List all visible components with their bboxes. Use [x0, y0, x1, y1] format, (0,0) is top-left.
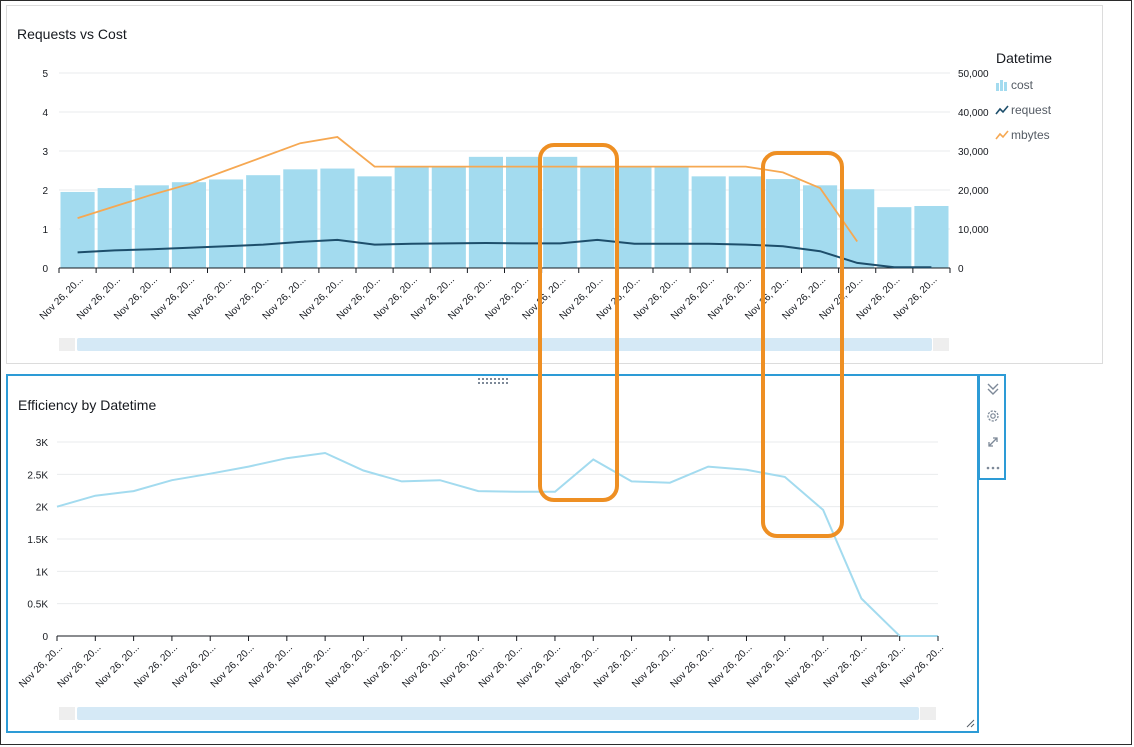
y-tick-label: 3 — [42, 147, 48, 158]
bar — [357, 176, 392, 268]
bar — [506, 156, 541, 268]
y-tick-label: 2 — [42, 186, 48, 197]
bar — [840, 189, 875, 268]
legend-item-cost[interactable]: cost — [996, 78, 1052, 92]
bar — [171, 182, 206, 268]
bar — [320, 168, 355, 268]
bar — [209, 179, 244, 268]
drag-handle-icon[interactable] — [478, 378, 508, 384]
legend-label: request — [1011, 103, 1052, 117]
y2-tick-label: 20,000 — [958, 186, 989, 197]
scroll-left-cap[interactable] — [59, 338, 75, 351]
bar — [246, 175, 281, 268]
expand-arrows-icon[interactable] — [985, 434, 1001, 450]
y2-tick-label: 50,000 — [958, 69, 989, 80]
y-tick-label: 1K — [36, 567, 49, 578]
y-tick-label: 1.5K — [27, 535, 48, 546]
legend-label: cost — [1011, 78, 1034, 92]
bar-series-icon — [996, 80, 1007, 91]
ellipsis-icon[interactable] — [985, 460, 1001, 476]
legend-item-request[interactable]: request — [995, 103, 1052, 117]
legend-title: Datetime — [996, 50, 1053, 66]
bar — [617, 166, 652, 268]
y2-tick-label: 10,000 — [958, 225, 989, 236]
bar — [394, 166, 429, 268]
y-tick-label: 4 — [42, 108, 48, 119]
y-tick-label: 2K — [36, 503, 49, 514]
scroll-right-cap[interactable] — [920, 707, 936, 720]
y-tick-label: 1 — [42, 225, 48, 236]
panel-title: Requests vs Cost — [17, 26, 127, 42]
y-tick-label: 0 — [42, 264, 48, 275]
y-tick-label: 3K — [36, 438, 49, 449]
y2-tick-label: 30,000 — [958, 147, 989, 158]
legend: Datetime cost request mbytes — [995, 50, 1053, 153]
line-series-icon — [995, 130, 1009, 140]
legend-label: mbytes — [1011, 128, 1050, 142]
bar — [654, 166, 689, 268]
y2-tick-label: 0 — [958, 264, 964, 275]
bar — [97, 188, 132, 268]
scroll-right-cap[interactable] — [933, 338, 949, 351]
y2-tick-label: 40,000 — [958, 108, 989, 119]
y-tick-label: 2.5K — [27, 470, 48, 481]
bar — [914, 205, 949, 268]
panel-title: Efficiency by Datetime — [18, 397, 157, 413]
y-tick-label: 5 — [42, 69, 48, 80]
visual-toolbar — [979, 374, 1006, 480]
line-series-icon — [995, 105, 1009, 115]
legend-item-mbytes[interactable]: mbytes — [995, 128, 1052, 142]
series-line — [56, 451, 938, 637]
resize-handle-icon[interactable] — [965, 718, 975, 728]
y-tick-label: 0 — [42, 632, 48, 643]
series-line — [77, 136, 858, 243]
scroll-left-cap[interactable] — [59, 707, 75, 720]
horizontal-scrollbar[interactable] — [77, 338, 932, 351]
bar — [468, 156, 503, 268]
bar — [60, 191, 95, 268]
bar — [691, 176, 726, 268]
double-chevron-down-icon[interactable] — [985, 381, 1001, 397]
bar — [728, 176, 763, 268]
bar — [431, 166, 466, 268]
horizontal-scrollbar[interactable] — [77, 707, 919, 720]
bar — [283, 169, 318, 268]
bar — [877, 207, 912, 268]
y-tick-label: 0.5K — [27, 600, 48, 611]
gear-icon[interactable] — [985, 408, 1001, 424]
